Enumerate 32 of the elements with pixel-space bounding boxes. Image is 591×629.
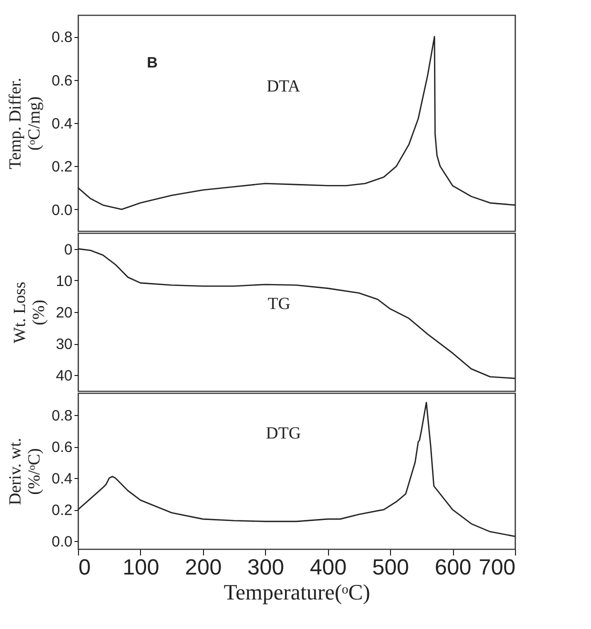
x-tick-label: 300 xyxy=(247,554,284,580)
y-tick-label: 0.2 xyxy=(52,158,72,176)
y-tick-label: 0.8 xyxy=(52,408,72,425)
x-tick-label: 500 xyxy=(372,554,409,580)
x-tick-label: 700 xyxy=(478,554,516,580)
y-tick-label: 20 xyxy=(56,304,72,322)
y-tick-label: 0.0 xyxy=(52,202,72,219)
y-tick-label: 0.4 xyxy=(52,116,72,132)
x-tick-label: 600 xyxy=(434,554,472,580)
annotation: DTA xyxy=(266,76,301,96)
y-tick-label: 0.0 xyxy=(52,534,72,551)
y-tick-label: 0.4 xyxy=(52,470,72,488)
x-axis-title: Temperature(ᵒC) xyxy=(224,580,370,604)
y-tick-label: 0.2 xyxy=(52,502,72,520)
y-tick-label: 10 xyxy=(56,272,72,290)
y-tick-label: 0.6 xyxy=(52,72,72,90)
line-series xyxy=(77,36,516,210)
y-axis-title: Wt. Loss (%) xyxy=(10,282,48,344)
annotation: B xyxy=(146,54,158,72)
y-tick-label: 40 xyxy=(56,368,72,385)
y-axis-title: Temp. Differ. (ᵒC/mg) xyxy=(6,78,44,170)
x-tick-label: 400 xyxy=(310,554,347,580)
x-tick-label: 100 xyxy=(122,554,160,580)
x-tick-label: 0 xyxy=(78,554,91,580)
annotation: TG xyxy=(268,294,290,314)
x-tick-label: 200 xyxy=(185,554,222,580)
y-tick-label: 0 xyxy=(64,241,72,258)
annotation: DTG xyxy=(266,424,301,443)
y-axis-title: Deriv. wt. (%/ᵒC) xyxy=(6,438,44,506)
y-tick-label: 0.6 xyxy=(52,439,72,456)
y-tick-label: 30 xyxy=(56,336,72,354)
y-tick-label: 0.8 xyxy=(52,29,72,46)
